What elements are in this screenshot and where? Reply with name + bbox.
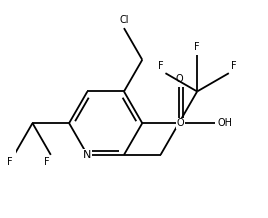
Text: F: F — [158, 61, 163, 71]
Text: O: O — [175, 74, 183, 84]
Text: F: F — [8, 157, 13, 167]
Text: OH: OH — [218, 118, 233, 128]
Text: F: F — [231, 61, 237, 71]
Text: Cl: Cl — [119, 15, 129, 25]
Text: F: F — [44, 157, 50, 167]
Text: F: F — [194, 42, 200, 52]
Text: N: N — [83, 150, 92, 160]
Text: O: O — [177, 118, 185, 128]
